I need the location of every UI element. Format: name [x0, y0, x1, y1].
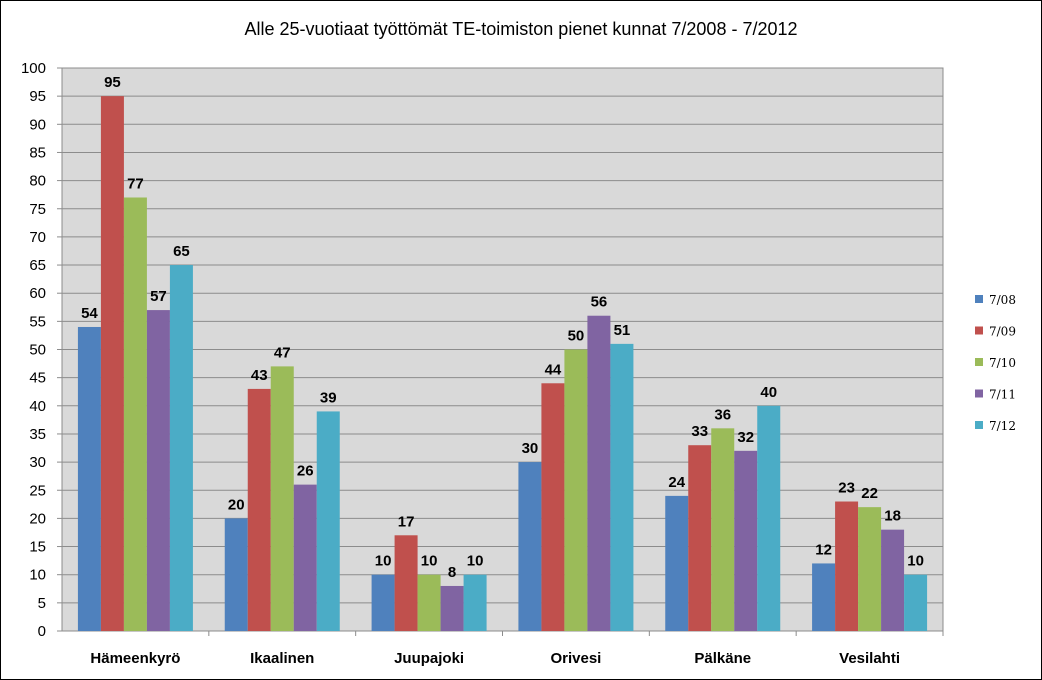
- data-label: 77: [127, 175, 144, 192]
- data-label: 39: [320, 389, 337, 406]
- bar: [518, 462, 542, 631]
- y-tick-label: 65: [29, 257, 46, 274]
- bar: [270, 366, 294, 631]
- data-label: 95: [104, 74, 121, 91]
- data-label: 17: [398, 513, 415, 530]
- data-label: 18: [884, 508, 901, 525]
- bar: [417, 574, 441, 631]
- data-label: 8: [448, 564, 456, 581]
- data-label: 10: [467, 553, 484, 570]
- bar: [587, 315, 611, 631]
- category-label: Orivesi: [550, 650, 601, 667]
- y-tick-label: 25: [29, 482, 46, 499]
- y-tick-label: 60: [29, 285, 46, 302]
- bar: [835, 501, 859, 631]
- bar: [688, 445, 712, 631]
- data-label: 23: [838, 480, 855, 497]
- y-tick-label: 75: [29, 201, 46, 218]
- bar: [757, 405, 781, 631]
- bar: [904, 574, 928, 631]
- bar: [224, 518, 248, 631]
- data-label: 12: [815, 541, 832, 558]
- legend-swatch: [975, 326, 983, 335]
- data-label: 10: [375, 553, 392, 570]
- y-tick-label: 85: [29, 144, 46, 161]
- y-tick-label: 5: [38, 595, 46, 612]
- y-tick-label: 0: [38, 623, 46, 640]
- bar: [293, 484, 317, 631]
- legend-swatch: [975, 358, 983, 366]
- bar: [665, 495, 689, 631]
- data-label: 50: [568, 328, 585, 345]
- legend-swatch: [975, 389, 983, 398]
- data-label: 54: [81, 305, 98, 322]
- bar: [564, 349, 588, 631]
- data-label: 47: [274, 344, 291, 361]
- y-tick-label: 45: [29, 370, 46, 387]
- data-label: 57: [150, 288, 167, 305]
- data-label: 20: [228, 496, 245, 513]
- bar: [858, 507, 882, 631]
- y-tick-label: 100: [21, 60, 46, 77]
- bar: [711, 428, 735, 631]
- data-label: 33: [691, 423, 708, 440]
- data-label: 30: [522, 440, 539, 457]
- bar: [77, 326, 101, 631]
- y-tick-label: 80: [29, 173, 46, 190]
- legend-label: 7/10: [989, 356, 1016, 370]
- data-label: 32: [737, 429, 754, 446]
- y-tick-label: 50: [29, 342, 46, 359]
- bar: [316, 411, 340, 631]
- category-label: Vesilahti: [839, 650, 900, 667]
- bar: [440, 585, 464, 631]
- category-label: Ikaalinen: [250, 650, 314, 667]
- category-label: Pälkäne: [694, 650, 751, 667]
- bar: [394, 535, 418, 631]
- bar: [734, 450, 758, 631]
- y-tick-label: 30: [29, 454, 46, 471]
- legend-label: 7/12: [989, 419, 1016, 433]
- data-label: 43: [251, 367, 268, 384]
- data-label: 40: [760, 384, 777, 401]
- bar: [371, 574, 395, 631]
- bar: [247, 388, 271, 631]
- data-label: 51: [614, 322, 631, 339]
- legend-label: 7/08: [989, 293, 1016, 307]
- y-tick-label: 90: [29, 116, 46, 133]
- y-tick-label: 10: [29, 567, 46, 584]
- y-tick-label: 35: [29, 426, 46, 443]
- data-label: 10: [907, 553, 924, 570]
- legend-label: 7/09: [989, 325, 1016, 339]
- bar: [146, 310, 170, 631]
- bar: [541, 383, 565, 631]
- y-tick-label: 15: [29, 539, 46, 556]
- data-label: 26: [297, 463, 314, 480]
- bar: [100, 96, 124, 631]
- category-label: Hämeenkyrö: [90, 650, 180, 667]
- legend-swatch: [975, 421, 983, 429]
- legend-label: 7/11: [989, 388, 1016, 402]
- data-label: 24: [668, 474, 685, 491]
- data-label: 56: [591, 294, 608, 311]
- bar: [812, 563, 836, 631]
- data-label: 36: [714, 406, 731, 423]
- bar: [610, 343, 634, 631]
- y-tick-label: 55: [29, 313, 46, 330]
- category-label: Juupajoki: [394, 650, 464, 667]
- bar: [169, 265, 193, 631]
- data-label: 44: [545, 361, 562, 378]
- y-tick-label: 70: [29, 229, 46, 246]
- data-label: 22: [861, 485, 878, 502]
- legend-swatch: [975, 295, 983, 303]
- chart-title: Alle 25-vuotiaat työttömät TE-toimiston …: [244, 19, 798, 39]
- data-label: 65: [173, 243, 190, 260]
- bar: [123, 197, 147, 632]
- bar: [881, 529, 905, 631]
- y-tick-label: 40: [29, 398, 46, 415]
- y-tick-label: 20: [29, 510, 46, 527]
- y-tick-label: 95: [29, 88, 46, 105]
- data-label: 10: [421, 553, 438, 570]
- bar: [463, 574, 487, 631]
